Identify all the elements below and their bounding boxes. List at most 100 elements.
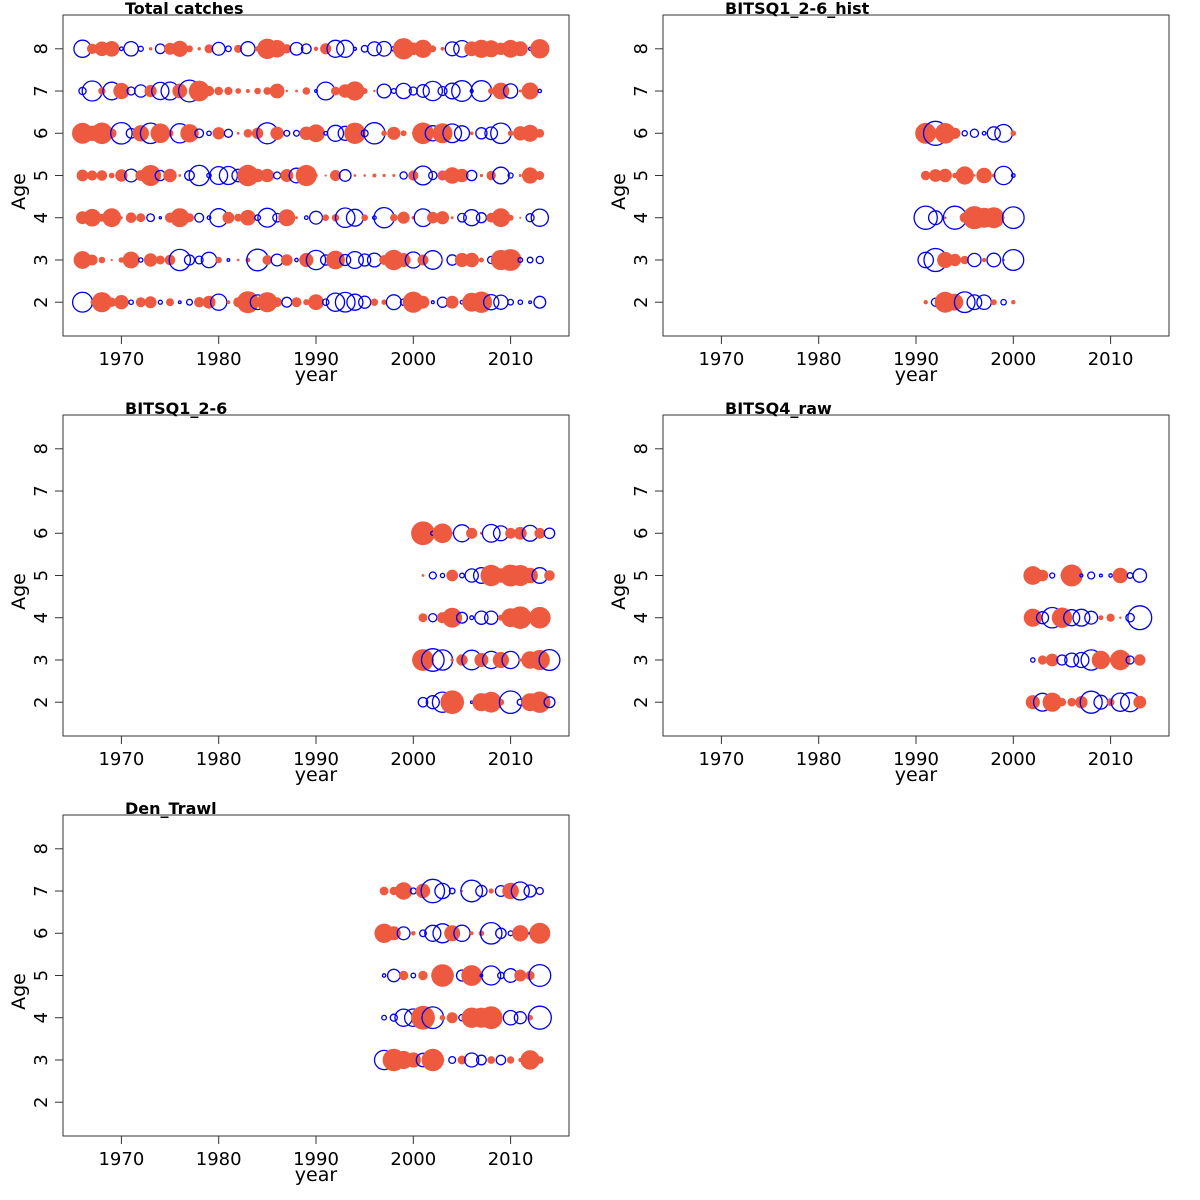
y-tick-label: 4: [631, 212, 652, 223]
y-tick-label: 5: [31, 170, 52, 181]
negative-residual-bubble: [469, 615, 475, 621]
positive-residual-bubble: [224, 86, 233, 96]
negative-residual-bubble: [419, 929, 427, 938]
y-tick-label: 6: [631, 528, 652, 539]
positive-residual-bubble: [307, 124, 325, 143]
negative-residual-bubble: [326, 124, 345, 142]
bubble-group: [913, 120, 1025, 314]
negative-residual-bubble: [1108, 573, 1113, 578]
positive-residual-bubble: [412, 649, 434, 671]
positive-residual-bubble: [443, 167, 461, 184]
y-tick-label: 6: [31, 528, 52, 539]
positive-residual-bubble: [514, 969, 527, 982]
y-tick-label: 3: [631, 254, 652, 265]
negative-residual-bubble: [523, 884, 537, 898]
negative-residual-bubble: [969, 128, 980, 139]
negative-residual-bubble: [495, 1054, 507, 1066]
positive-residual-bubble: [518, 89, 522, 93]
y-tick-label: 4: [31, 1012, 52, 1023]
x-tick-label: 2000: [390, 1149, 436, 1170]
positive-residual-bubble: [83, 208, 101, 227]
negative-residual-bubble: [158, 215, 163, 220]
positive-residual-bubble: [234, 213, 243, 222]
positive-residual-bubble: [257, 292, 278, 313]
positive-residual-bubble: [392, 174, 396, 177]
positive-residual-bubble: [386, 926, 401, 941]
panel-title: BITSQ1_2-6_hist: [725, 0, 870, 18]
panel-1: Total catches 1970 1980 1990 2000 2010 2 3 4 5 6 7 8…: [8, 0, 570, 386]
positive-residual-bubble: [512, 925, 529, 942]
positive-residual-bubble: [429, 45, 437, 53]
negative-residual-bubble: [154, 43, 166, 55]
negative-residual-bubble: [491, 166, 510, 185]
y-tick-label: 6: [31, 928, 52, 939]
positive-residual-bubble: [91, 122, 113, 145]
positive-residual-bubble: [520, 1050, 540, 1070]
x-tick-label: 1970: [698, 749, 744, 770]
negative-residual-bubble: [1056, 654, 1068, 666]
positive-residual-bubble: [172, 83, 188, 99]
negative-residual-bubble: [334, 207, 356, 229]
x-tick-label: 1970: [98, 749, 144, 770]
positive-residual-bubble: [512, 41, 528, 57]
positive-residual-bubble: [155, 255, 165, 265]
negative-residual-bubble: [428, 170, 438, 181]
positive-residual-bubble: [1110, 649, 1131, 671]
negative-residual-bubble: [1064, 652, 1080, 668]
negative-residual-bubble: [294, 257, 299, 263]
positive-residual-bubble: [1112, 567, 1129, 584]
y-tick-label: 8: [31, 43, 52, 54]
positive-residual-bubble: [513, 526, 527, 540]
x-tick-label: 1970: [98, 1149, 144, 1170]
negative-residual-bubble: [1035, 611, 1050, 625]
negative-residual-bubble: [993, 165, 1014, 186]
negative-residual-bubble: [475, 884, 488, 898]
negative-residual-bubble: [444, 41, 460, 57]
positive-residual-bubble: [212, 127, 225, 140]
negative-residual-bubble: [1072, 608, 1091, 627]
negative-residual-bubble: [386, 968, 401, 983]
negative-residual-bubble: [424, 924, 442, 942]
negative-residual-bubble: [1000, 298, 1007, 306]
y-tick-label: 3: [631, 654, 652, 665]
negative-residual-bubble: [289, 41, 304, 56]
positive-residual-bubble: [943, 216, 947, 219]
negative-residual-bubble: [543, 696, 556, 709]
positive-residual-bubble: [421, 1048, 444, 1072]
positive-residual-bubble: [450, 532, 454, 535]
negative-residual-bubble: [358, 295, 372, 309]
positive-residual-bubble: [1036, 569, 1049, 582]
positive-residual-bubble: [118, 257, 125, 263]
negative-residual-bubble: [376, 83, 392, 99]
positive-residual-bubble: [188, 80, 210, 102]
positive-residual-bubble: [486, 170, 496, 181]
plot-frame: [662, 14, 1170, 337]
y-tick-label: 8: [631, 43, 652, 54]
positive-residual-bubble: [251, 127, 264, 139]
negative-residual-bubble: [410, 972, 417, 979]
negative-residual-bubble: [528, 300, 533, 305]
negative-residual-bubble: [1132, 568, 1148, 583]
positive-residual-bubble: [466, 527, 478, 539]
negative-residual-bubble: [1073, 651, 1090, 669]
negative-residual-bubble: [482, 293, 500, 311]
negative-residual-bubble: [352, 46, 358, 51]
negative-residual-bubble: [395, 82, 412, 100]
positive-residual-bubble: [194, 297, 205, 308]
negative-residual-bubble: [966, 294, 983, 311]
positive-residual-bubble: [262, 255, 273, 265]
positive-residual-bubble: [981, 257, 987, 263]
positive-residual-bubble: [314, 173, 318, 178]
y-axis-label: Age: [608, 173, 630, 210]
x-axis-label: year: [295, 1164, 338, 1186]
negative-residual-bubble: [396, 926, 411, 941]
positive-residual-bubble: [1051, 607, 1073, 628]
positive-residual-bubble: [1075, 696, 1088, 709]
negative-residual-bubble: [218, 165, 239, 186]
negative-residual-bubble: [479, 921, 503, 945]
positive-residual-bubble: [421, 574, 425, 577]
negative-residual-bubble: [71, 291, 94, 313]
positive-residual-bubble: [166, 298, 174, 307]
negative-residual-bubble: [530, 208, 550, 227]
positive-residual-bubble: [87, 170, 98, 181]
